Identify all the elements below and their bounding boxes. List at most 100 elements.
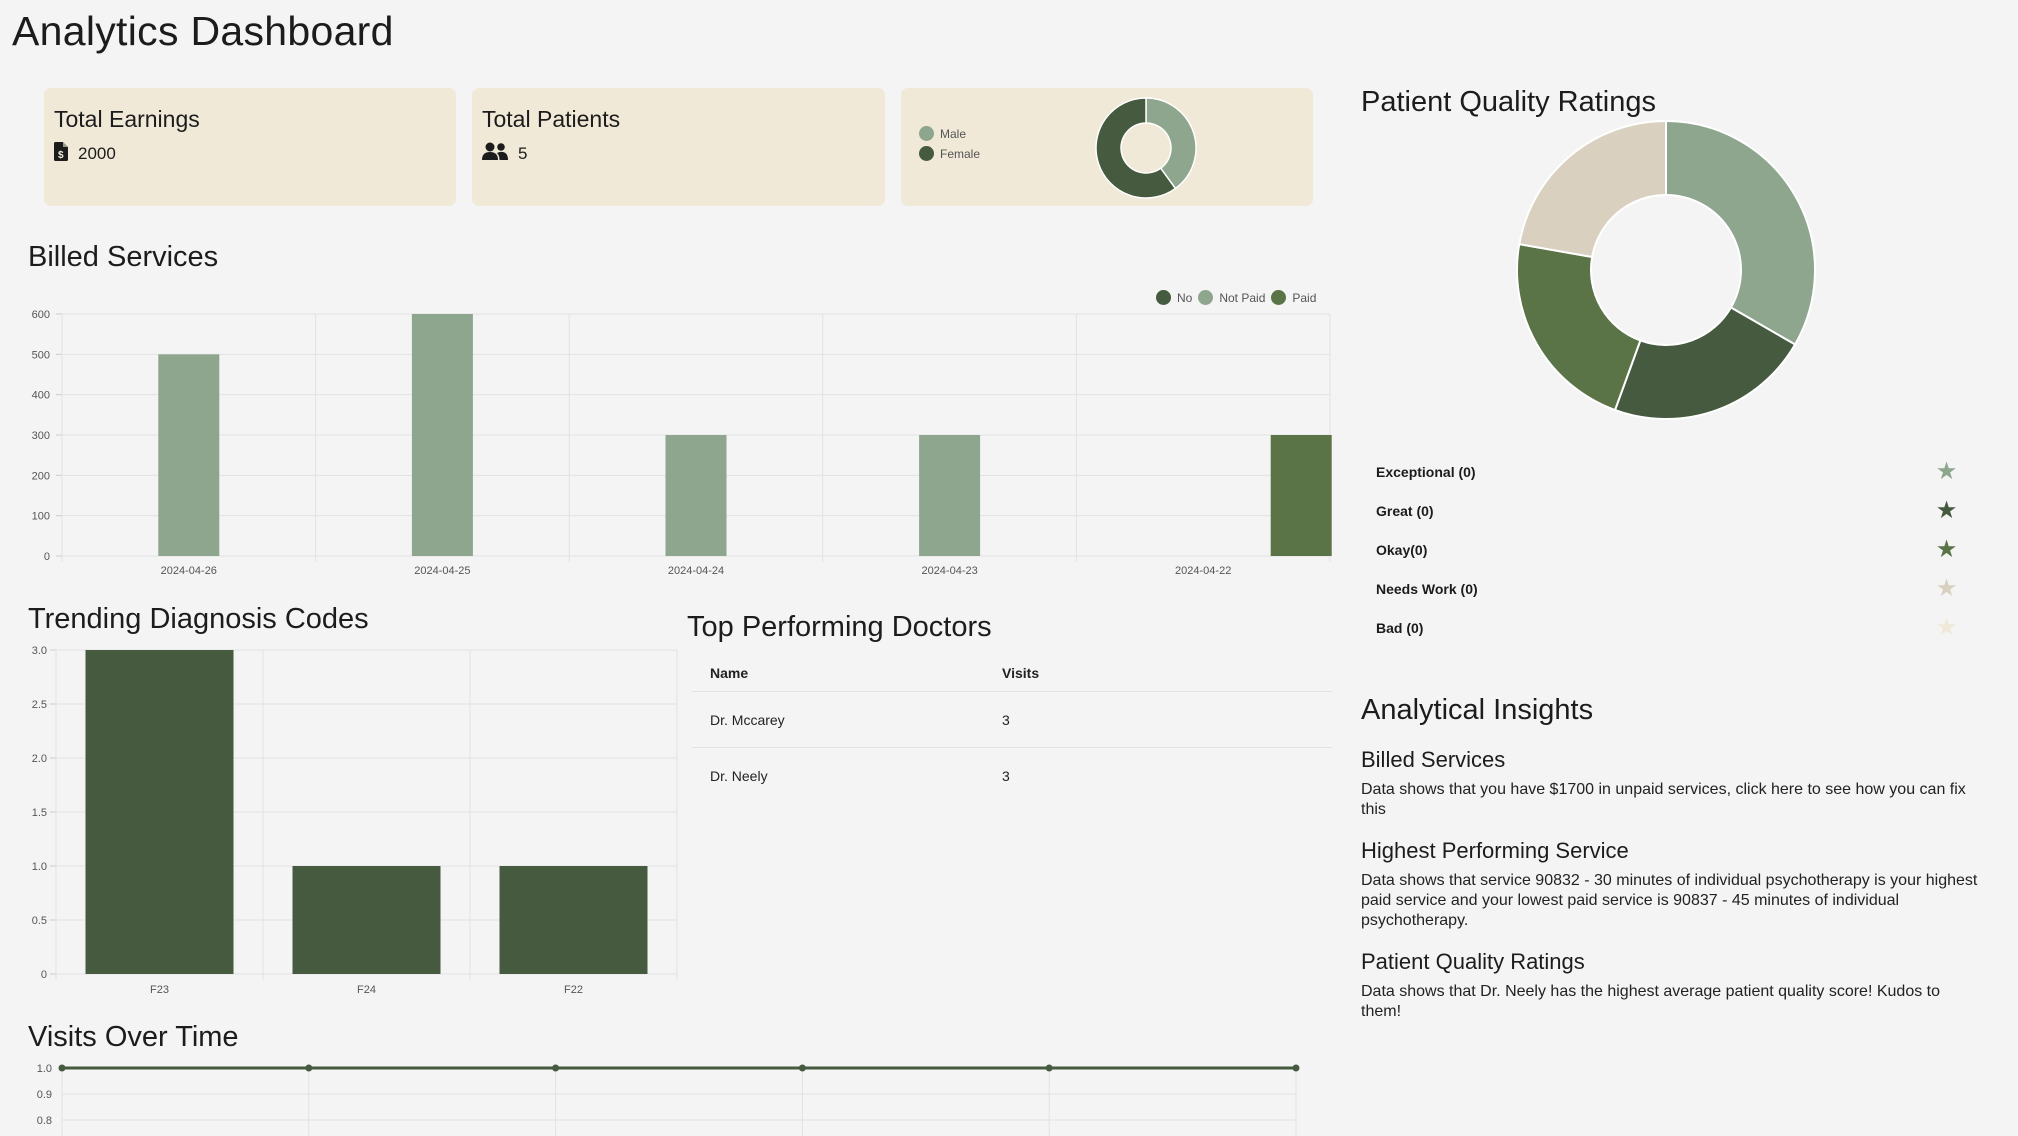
- doctor-name: Dr. Mccarey: [710, 711, 785, 728]
- bar-not-paid: [665, 435, 727, 556]
- gender-legend: Male Female: [919, 126, 980, 161]
- legend-label: No: [1177, 290, 1193, 305]
- column-header-name[interactable]: Name: [710, 664, 749, 681]
- table-header-row: Name Visits: [692, 654, 1332, 692]
- visits-point: [798, 1064, 806, 1072]
- table-row[interactable]: Dr. Neely 3: [692, 748, 1332, 804]
- top-doctors-table: Name Visits Dr. Mccarey 3 Dr. Neely 3: [692, 654, 1332, 804]
- insight-text-billed-services[interactable]: Data shows that you have $1700 in unpaid…: [1361, 781, 1966, 818]
- y-tick-label: 1.0: [32, 861, 47, 873]
- visits-point: [1292, 1064, 1300, 1072]
- bar-not-paid: [411, 314, 473, 556]
- y-tick-label: 1.0: [37, 1063, 52, 1075]
- x-tick-label: 2024-04-25: [414, 565, 470, 577]
- total-patients-title: Total Patients: [482, 106, 621, 132]
- bar-not-paid: [158, 354, 220, 556]
- gender-slice-female: [1095, 97, 1177, 199]
- svg-text:$: $: [58, 150, 64, 161]
- rating-label: Okay(0): [1376, 541, 1428, 558]
- y-tick-label: 0: [44, 551, 50, 563]
- rating-label: Great (0): [1376, 502, 1434, 519]
- ratings-slice-exceptional: [1665, 120, 1816, 346]
- star-icon: ★: [1937, 577, 1956, 600]
- column-header-visits[interactable]: Visits: [1002, 664, 1040, 681]
- visits-point: [552, 1064, 560, 1072]
- gender-slice-male: [1145, 97, 1197, 190]
- bar-not-paid: [919, 435, 981, 556]
- x-tick-label: F24: [357, 984, 376, 996]
- gender-legend-female[interactable]: Female: [919, 146, 980, 161]
- doctor-visits: 3: [1002, 768, 1010, 784]
- visits-over-time-chart: 1.0 0.9 0.8: [37, 1063, 1300, 1136]
- visits-over-time-title: Visits Over Time: [28, 1021, 239, 1053]
- legend-label: Not Paid: [1219, 290, 1266, 305]
- visits-point: [305, 1064, 313, 1072]
- total-earnings-card: Total Earnings $ 2000: [44, 88, 456, 206]
- y-tick-label: 0: [41, 969, 47, 981]
- bar-f22: [499, 866, 648, 974]
- legend-label: Female: [940, 146, 981, 161]
- x-tick-label: F23: [150, 984, 169, 996]
- legend-item-no[interactable]: No: [1156, 290, 1192, 305]
- visits-point: [58, 1064, 66, 1072]
- top-doctors-title: Top Performing Doctors: [687, 611, 992, 643]
- legend-swatch: [1271, 290, 1287, 305]
- gender-legend-male[interactable]: Male: [919, 126, 980, 141]
- y-tick-label: 0.8: [37, 1115, 52, 1127]
- rating-label: Needs Work (0): [1376, 580, 1478, 597]
- doctor-visits: 3: [1002, 711, 1010, 728]
- rating-label: Exceptional (0): [1376, 463, 1476, 480]
- rating-row-bad[interactable]: Bad (0) ★: [1376, 615, 1956, 640]
- ratings-slice-needs-work: [1518, 120, 1667, 259]
- billed-services-legend: No Not Paid Paid: [1156, 290, 1316, 305]
- x-tick-label: F22: [564, 984, 583, 996]
- total-patients-card: Total Patients 5: [472, 88, 885, 206]
- visits-point: [1045, 1064, 1053, 1072]
- y-tick-label: 0.9: [37, 1089, 52, 1101]
- billed-services-chart: 0 100 200 300 400 500 600 2024-04-26 2024-04-25 2…: [32, 309, 1332, 577]
- gender-distribution-card: Male Female: [901, 88, 1313, 206]
- star-icon: ★: [1937, 460, 1956, 483]
- star-icon: ★: [1937, 538, 1956, 561]
- ratings-slice-okay: [1516, 242, 1642, 412]
- y-tick-label: 500: [32, 349, 50, 361]
- rating-row-exceptional[interactable]: Exceptional (0) ★: [1376, 459, 1956, 484]
- legend-label: Paid: [1292, 290, 1317, 305]
- analytical-insights-title: Analytical Insights: [1361, 694, 1594, 726]
- total-patients-value: 5: [518, 144, 528, 163]
- star-icon: ★: [1937, 499, 1956, 522]
- y-tick-label: 400: [32, 390, 50, 402]
- star-icon: ★: [1937, 616, 1956, 639]
- rating-row-needs-work[interactable]: Needs Work (0) ★: [1376, 576, 1956, 601]
- bar-f24: [292, 866, 441, 974]
- y-tick-label: 1.5: [32, 807, 47, 819]
- trending-diagnosis-chart: 0 0.5 1.0 1.5 2.0 2.5 3.0 F23 F24 F22: [32, 645, 678, 996]
- insight-text-patient-quality-ratings: Data shows that Dr. Neely has the highes…: [1361, 983, 1940, 1020]
- doctor-name: Dr. Neely: [710, 768, 768, 784]
- legend-swatch: [1156, 290, 1171, 305]
- insight-heading-billed-services: Billed Services: [1361, 747, 1506, 772]
- page-title: Analytics Dashboard: [12, 8, 394, 54]
- y-tick-label: 600: [32, 309, 50, 321]
- patient-quality-ratings-title: Patient Quality Ratings: [1361, 86, 1656, 118]
- y-tick-label: 3.0: [32, 645, 47, 657]
- patient-quality-ratings-chart: [1516, 120, 1816, 420]
- x-tick-label: 2024-04-23: [921, 565, 977, 577]
- users-icon: [482, 142, 508, 166]
- legend-swatch: [919, 126, 934, 141]
- legend-item-paid[interactable]: Paid: [1271, 290, 1316, 305]
- legend-label: Male: [940, 126, 967, 141]
- legend-swatch: [1198, 290, 1214, 305]
- x-tick-label: 2024-04-24: [668, 565, 724, 577]
- table-row[interactable]: Dr. Mccarey 3: [692, 692, 1332, 748]
- x-tick-label: 2024-04-26: [161, 565, 217, 577]
- gender-donut-chart: [1095, 97, 1197, 199]
- rating-label: Bad (0): [1376, 619, 1424, 636]
- billed-services-title: Billed Services: [28, 241, 219, 273]
- rating-row-great[interactable]: Great (0) ★: [1376, 498, 1956, 523]
- legend-item-not-paid[interactable]: Not Paid: [1198, 290, 1265, 305]
- total-earnings-title: Total Earnings: [54, 106, 200, 132]
- y-tick-label: 2.0: [32, 753, 47, 765]
- total-earnings-value: 2000: [78, 144, 116, 163]
- rating-row-okay[interactable]: Okay(0) ★: [1376, 537, 1956, 562]
